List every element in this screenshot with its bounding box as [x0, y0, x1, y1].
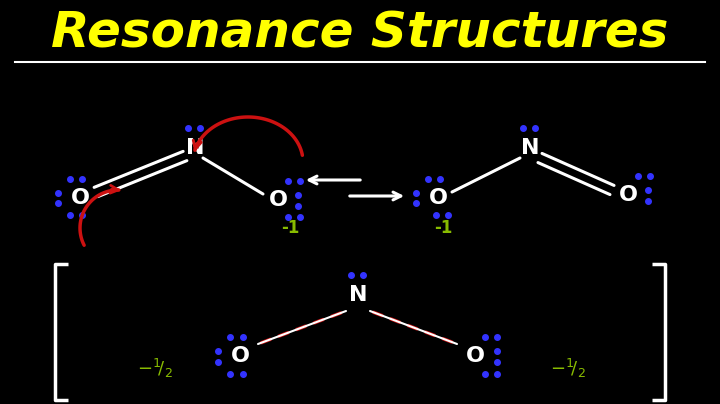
Text: O: O — [71, 188, 89, 208]
Text: O: O — [230, 346, 250, 366]
Text: O: O — [466, 346, 485, 366]
Text: -1: -1 — [281, 219, 300, 237]
Text: Resonance Structures: Resonance Structures — [51, 9, 669, 57]
Text: O: O — [618, 185, 637, 205]
Text: -1: -1 — [434, 219, 452, 237]
Text: O: O — [428, 188, 448, 208]
Text: O: O — [269, 190, 287, 210]
Text: N: N — [348, 285, 367, 305]
Text: N: N — [521, 138, 539, 158]
Text: $-^{1}\!/_{2}$: $-^{1}\!/_{2}$ — [550, 356, 586, 379]
Text: $-^{1}\!/_{2}$: $-^{1}\!/_{2}$ — [137, 356, 173, 379]
Text: N: N — [186, 138, 204, 158]
